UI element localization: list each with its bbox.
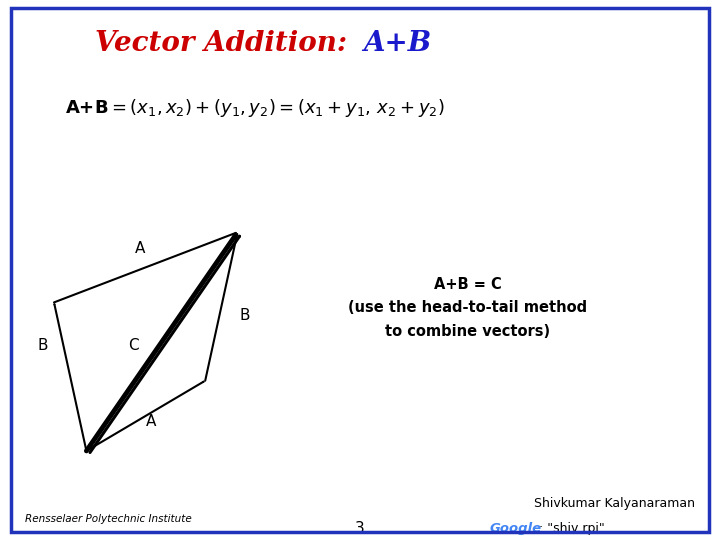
- Text: A: A: [135, 241, 145, 256]
- Text: Google: Google: [490, 522, 541, 535]
- Text: $\mathbf{A{+}B} = (x_1,x_2)+(y_1,y_2)=(x_1+y_1,\,x_2+y_2)$: $\mathbf{A{+}B} = (x_1,x_2)+(y_1,y_2)=(x…: [65, 97, 444, 119]
- FancyArrowPatch shape: [55, 305, 86, 451]
- Text: : "shiv rpi": : "shiv rpi": [539, 522, 604, 535]
- Text: A: A: [146, 414, 156, 429]
- FancyArrowPatch shape: [90, 237, 240, 453]
- Text: Vector Addition:: Vector Addition:: [94, 30, 356, 57]
- Text: A+B: A+B: [364, 30, 432, 57]
- FancyArrowPatch shape: [205, 234, 237, 381]
- Text: C: C: [128, 338, 138, 353]
- FancyArrowPatch shape: [86, 236, 235, 451]
- Text: 3: 3: [355, 521, 365, 536]
- FancyArrowPatch shape: [86, 382, 204, 451]
- Text: Shivkumar Kalyanaraman: Shivkumar Kalyanaraman: [534, 497, 695, 510]
- Text: A+B = C
(use the head-to-tail method
to combine vectors): A+B = C (use the head-to-tail method to …: [348, 277, 588, 339]
- FancyArrowPatch shape: [54, 233, 235, 302]
- Text: B: B: [240, 308, 250, 323]
- Text: Rensselaer Polytechnic Institute: Rensselaer Polytechnic Institute: [25, 515, 192, 524]
- Text: B: B: [38, 338, 48, 353]
